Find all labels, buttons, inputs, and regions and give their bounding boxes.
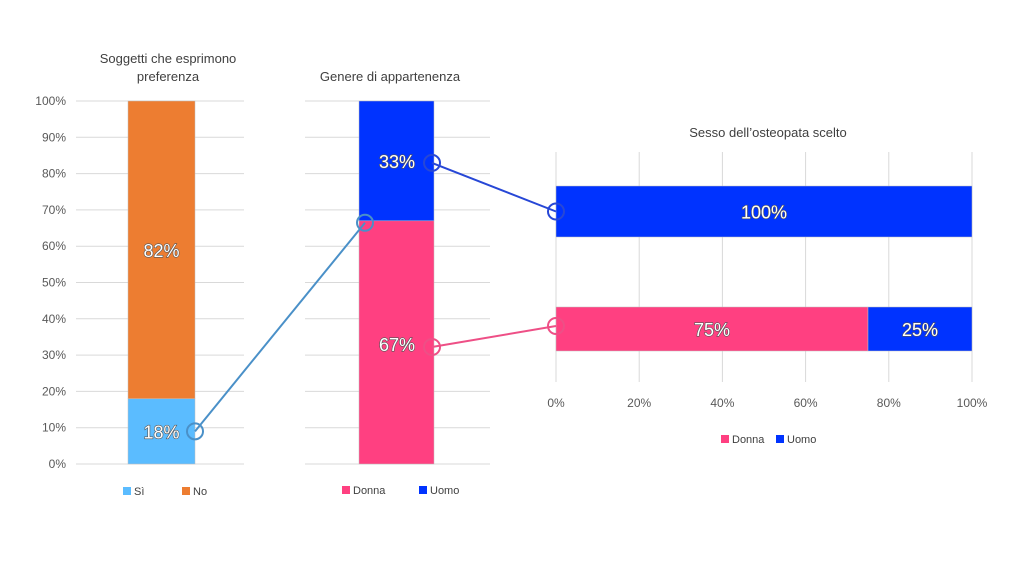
data-label: 82% — [143, 241, 179, 261]
y-tick-label: 10% — [42, 421, 66, 435]
bar-segment-donna-uomo — [867, 306, 973, 352]
chart-title: Genere di appartenenza — [320, 69, 461, 84]
connector-ring — [186, 422, 204, 441]
data-labels: 75% 25% 100% — [693, 202, 938, 341]
legend-label: Donna — [732, 434, 765, 446]
chart-preference: Soggetti che esprimono preferenza 0% 10% 2… — [35, 51, 244, 498]
bar-segment-donna — [358, 220, 435, 465]
bars — [555, 185, 973, 352]
connector-ring — [547, 202, 565, 221]
data-labels: 18% 82% — [143, 240, 180, 443]
y-tick-label: 100% — [35, 94, 66, 108]
y-tick-label: 50% — [42, 276, 66, 290]
data-labels: 67% 33% — [378, 151, 415, 355]
y-tick-label: 40% — [42, 312, 66, 326]
connector-ring — [547, 317, 565, 335]
y-tick-label: 30% — [42, 348, 66, 362]
bar-segment-no — [127, 100, 196, 399]
y-tick-label: 90% — [42, 130, 66, 144]
x-axis-ticks: 0% 20% 40% 60% 80% 100% — [547, 396, 987, 410]
legend-swatch — [123, 487, 131, 495]
x-tick-label: 100% — [957, 396, 988, 410]
data-label: 100% — [741, 203, 787, 223]
chart-osteopath-sex: Sesso dell’osteopata scelto 0% 20% 40% 60% 8… — [547, 125, 987, 446]
legend: Sì No — [123, 486, 207, 498]
data-label: 18% — [143, 422, 179, 442]
legend-label: No — [193, 486, 207, 498]
legend: Donna Uomo — [342, 485, 459, 497]
chart-gender: Genere di appartenenza 67% 33% Donna Uomo — [305, 69, 490, 497]
bar-segment-si — [127, 398, 196, 465]
y-tick-label: 20% — [42, 384, 66, 398]
data-label: 67% — [379, 335, 415, 355]
connector-ring — [356, 213, 374, 232]
legend: Donna Uomo — [721, 434, 816, 446]
x-tick-label: 80% — [877, 396, 901, 410]
data-label: 25% — [902, 320, 938, 340]
y-tick-label: 80% — [42, 167, 66, 181]
bar-segment-uomo — [358, 100, 435, 222]
legend-label: Donna — [353, 485, 386, 497]
y-axis-ticks: 0% 10% 20% 30% 40% 50% 60% 70% 80% 90% 100% — [35, 94, 66, 471]
connector-lines — [186, 153, 565, 441]
legend-swatch — [419, 486, 427, 494]
legend-swatch — [182, 487, 190, 495]
legend-label: Uomo — [787, 434, 816, 446]
legend-label: Uomo — [430, 485, 459, 497]
chart-title: Sesso dell’osteopata scelto — [689, 125, 847, 140]
y-tick-label: 70% — [42, 203, 66, 217]
bars — [127, 100, 196, 465]
legend-label: Sì — [134, 486, 144, 498]
legend-swatch — [776, 435, 784, 443]
connector-ring — [423, 153, 441, 172]
bars — [358, 100, 435, 465]
connector-line — [431, 161, 557, 213]
x-tick-label: 20% — [627, 396, 651, 410]
data-label: 75% — [694, 320, 730, 340]
x-tick-label: 60% — [794, 396, 818, 410]
bar-segment-uomo-uomo — [555, 185, 973, 238]
connector-ring — [423, 338, 441, 356]
connector-line — [194, 222, 366, 432]
connector-line — [431, 325, 557, 348]
data-label: 33% — [379, 152, 415, 172]
x-tick-label: 0% — [547, 396, 565, 410]
legend-swatch — [721, 435, 729, 443]
y-tick-label: 0% — [49, 457, 67, 471]
legend-swatch — [342, 486, 350, 494]
x-tick-label: 40% — [710, 396, 734, 410]
chart-title-line-2: preferenza — [137, 69, 200, 84]
y-tick-label: 60% — [42, 239, 66, 253]
bar-segment-donna-donna — [555, 306, 869, 352]
chart-title-line-1: Soggetti che esprimono — [100, 51, 237, 66]
